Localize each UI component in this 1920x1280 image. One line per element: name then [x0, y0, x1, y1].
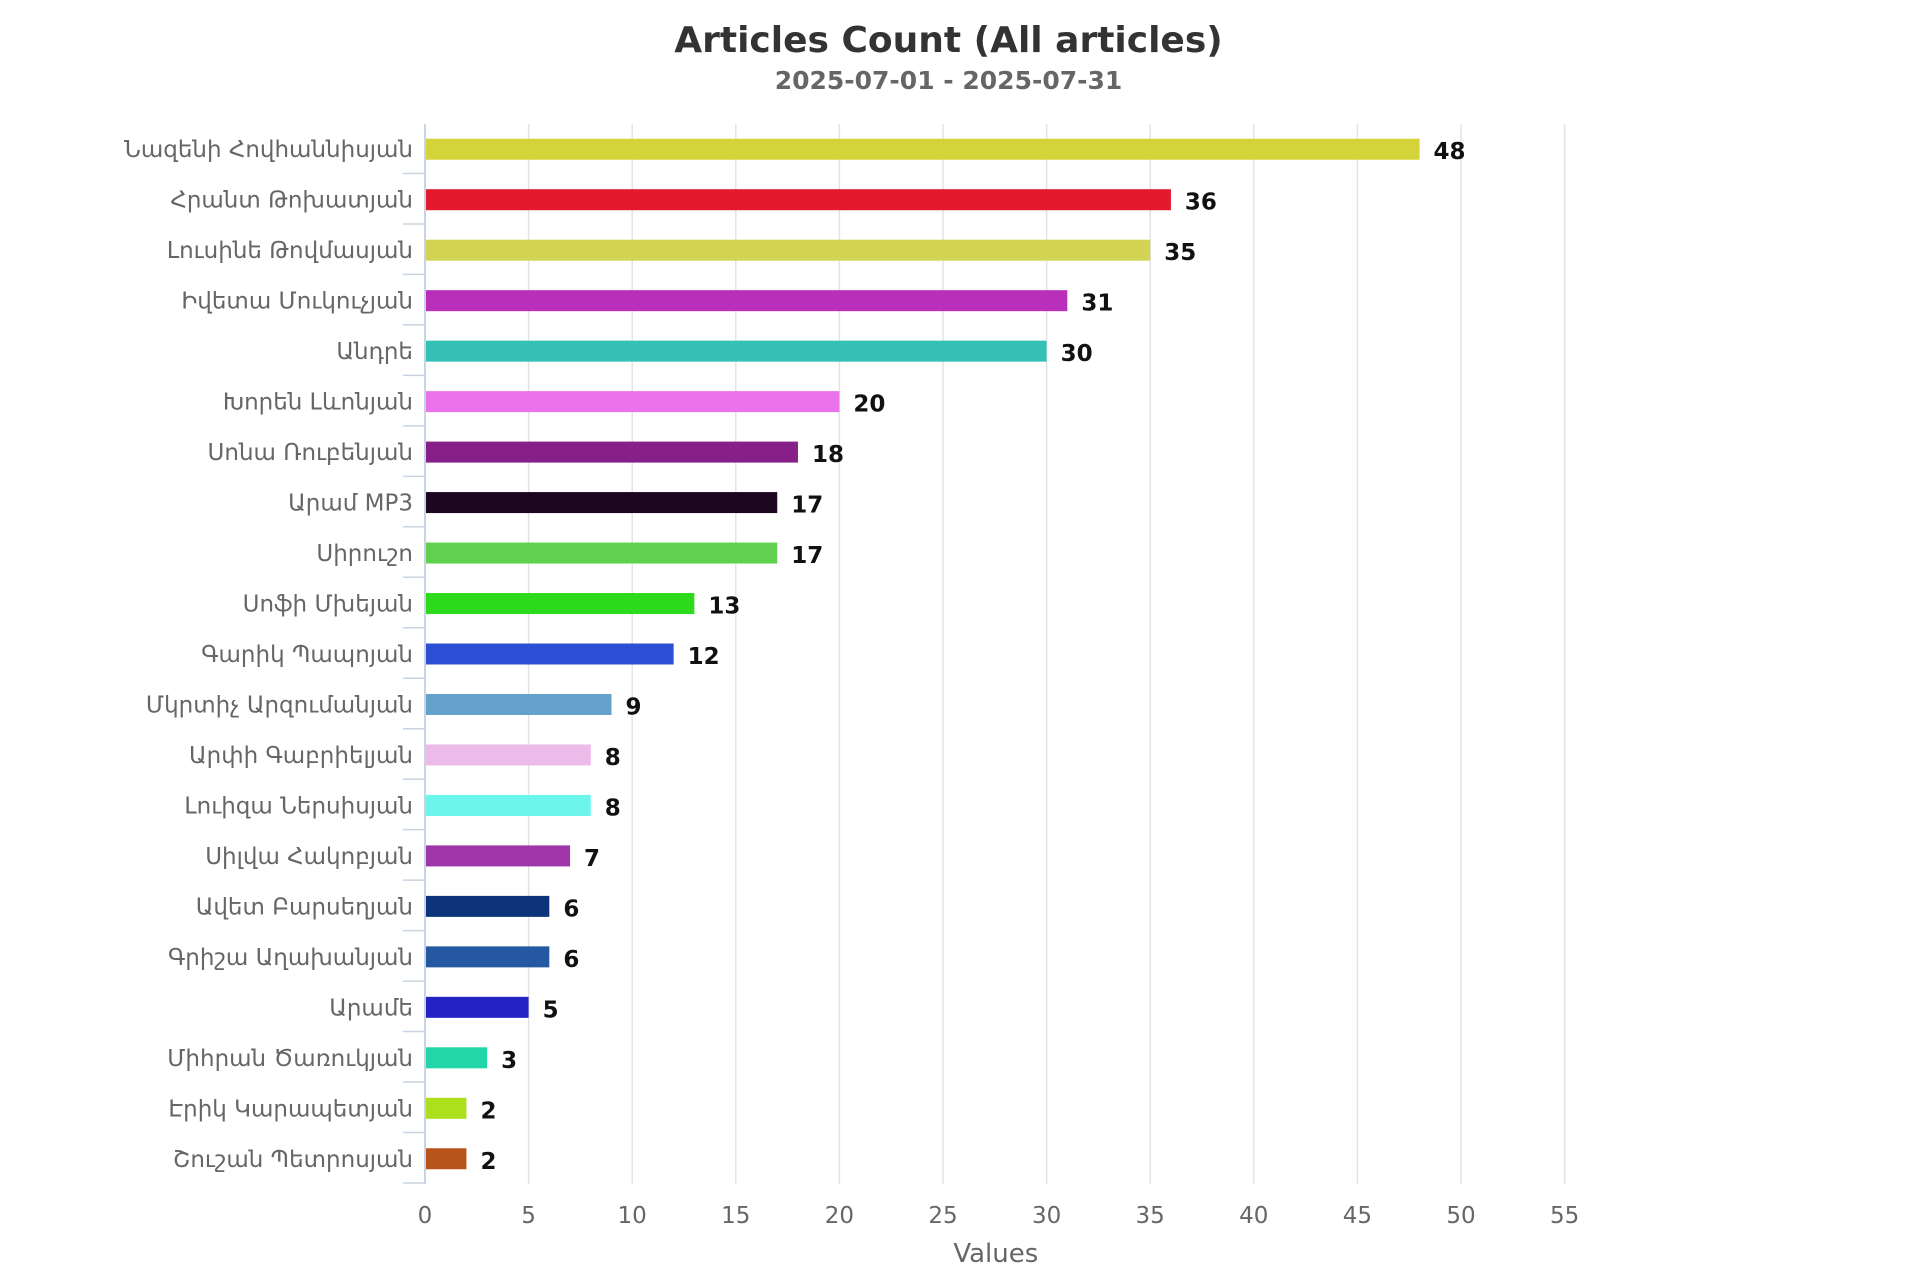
data-label: 6: [563, 896, 579, 922]
data-label: 18: [812, 442, 844, 468]
x-tick-label: 50: [1446, 1203, 1475, 1229]
bar: [426, 693, 612, 715]
y-category-label: Նազենի Հովհաննիսյան: [124, 137, 413, 163]
data-label: 9: [625, 694, 641, 720]
data-label: 5: [543, 997, 559, 1023]
x-tick-label: 0: [418, 1203, 433, 1229]
x-tick-label: 45: [1343, 1203, 1372, 1229]
data-label: 36: [1185, 190, 1217, 216]
data-label: 7: [584, 846, 600, 872]
x-tick-label: 15: [721, 1203, 750, 1229]
x-tick-label: 30: [1032, 1203, 1061, 1229]
bar: [426, 895, 550, 917]
y-category-label: Արփի Գաբրիելյան: [189, 743, 413, 769]
y-category-label: Գրիշա Աղախանյան: [168, 945, 413, 971]
bar: [426, 441, 798, 463]
x-tick-label: 5: [521, 1203, 536, 1229]
y-category-label: Սիրուշո: [316, 541, 413, 567]
x-tick-label: 20: [825, 1203, 854, 1229]
bar: [426, 542, 778, 564]
bar: [426, 845, 571, 867]
bar: [426, 946, 550, 968]
bar: [426, 239, 1151, 261]
bar: [426, 593, 695, 615]
bar: [426, 1097, 467, 1119]
bar: [426, 1047, 488, 1069]
bar: [426, 290, 1068, 312]
x-tick-label: 10: [618, 1203, 647, 1229]
y-category-label: Հրանտ Թոխատյան: [170, 188, 413, 214]
data-label: 3: [501, 1048, 517, 1074]
y-category-label: Շուշան Պետրոսյան: [173, 1147, 413, 1173]
bar: [426, 794, 591, 816]
data-label: 31: [1081, 291, 1113, 317]
y-category-label: Խորեն Լևոնյան: [223, 390, 413, 416]
y-category-label: Սոնա Ռուբենյան: [208, 440, 413, 466]
bar: [426, 643, 674, 665]
y-category-label: Իվետա Մուկուչյան: [181, 289, 413, 315]
y-category-label: Լուսինե Թովմասյան: [167, 238, 413, 264]
y-category-label: Գարիկ Պապոյան: [201, 642, 413, 668]
bar: [426, 744, 591, 766]
y-category-label: Միհրան Ծառուկյան: [167, 1046, 413, 1072]
chart-subtitle: 2025-07-01 - 2025-07-31: [774, 66, 1123, 95]
y-category-label: Ավետ Բարսեղյան: [196, 894, 413, 920]
data-label: 17: [791, 493, 823, 519]
y-category-label: Սոֆի Մխեյան: [243, 592, 413, 618]
data-label: 48: [1434, 139, 1466, 165]
y-category-label: Արամե: [329, 995, 413, 1021]
bar: [426, 492, 778, 514]
bar: [426, 391, 840, 413]
data-label: 12: [688, 644, 720, 670]
bar: [426, 1148, 467, 1170]
x-tick-label: 35: [1136, 1203, 1165, 1229]
bar: [426, 138, 1420, 160]
data-label: 35: [1164, 240, 1196, 266]
data-label: 20: [853, 392, 885, 418]
data-label: 2: [480, 1098, 496, 1124]
data-label: 13: [708, 594, 740, 620]
bar: [426, 996, 529, 1018]
bar: [426, 189, 1171, 211]
x-tick-label: 25: [928, 1203, 957, 1229]
y-category-label: Անդրե: [336, 339, 413, 365]
bar: [426, 340, 1047, 362]
y-category-label: Արամ MP3: [288, 491, 413, 517]
data-label: 8: [605, 795, 621, 821]
data-label: 8: [605, 745, 621, 771]
x-tick-label: 55: [1550, 1203, 1579, 1229]
data-label: 6: [563, 947, 579, 973]
data-label: 2: [480, 1149, 496, 1175]
y-category-label: Էրիկ Կարապետյան: [168, 1096, 413, 1122]
x-tick-label: 40: [1239, 1203, 1268, 1229]
y-category-label: Լուիզա Ներսիսյան: [184, 793, 413, 819]
data-label: 17: [791, 543, 823, 569]
x-axis-title: Values: [953, 1239, 1038, 1269]
data-label: 30: [1061, 341, 1093, 367]
y-category-label: Սիլվա Հակոբյան: [205, 844, 413, 870]
y-category-label: Մկրտիչ Արզումանյան: [146, 692, 413, 718]
chart-title: Articles Count (All articles): [674, 20, 1223, 61]
